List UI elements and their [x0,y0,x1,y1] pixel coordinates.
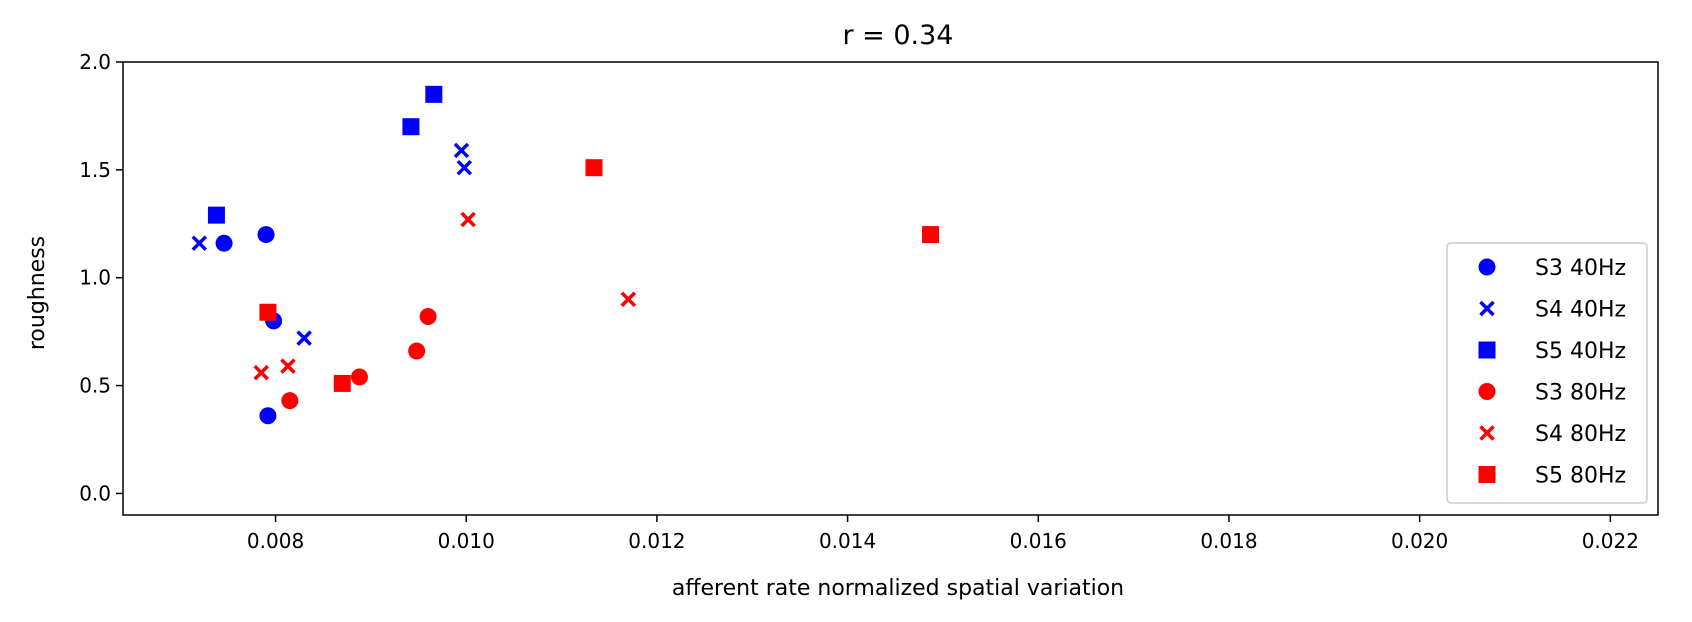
x-tick-label: 0.014 [819,529,876,553]
x-tick-label: 0.008 [247,529,304,553]
legend-label: S5 80Hz [1535,464,1626,489]
legend-label: S3 40Hz [1535,256,1626,281]
x-tick-label: 0.018 [1200,529,1257,553]
series-s4-80hz [253,211,637,381]
y-axis-label: roughness [25,236,50,350]
data-point [419,308,437,326]
x-tick-label: 0.012 [628,529,685,553]
legend-frame [1446,242,1648,504]
data-point [453,142,470,159]
series-s3-40hz [215,226,283,425]
data-point [922,226,940,244]
y-tick-label: 1.5 [79,158,111,182]
legend-entry: S4 40Hz [1479,298,1626,323]
legend-entry: S5 80Hz [1478,464,1626,489]
legend-marker [1479,300,1495,317]
legend-label: S3 80Hz [1535,381,1626,406]
x-axis-label: afferent rate normalized spatial variati… [672,576,1124,601]
legend-entry: S3 80Hz [1478,381,1626,406]
plot-area: 0.008 0.010 0.012 0.014 0.016 0.018 0.020 0.022… [79,50,1659,553]
data-point [207,206,225,224]
series-s5-40hz [207,85,443,224]
chart-title: r = 0.34 [842,20,953,51]
x-tick-label: 0.016 [1010,529,1067,553]
x-tick-label: 0.020 [1391,529,1448,553]
legend-marker [1478,258,1496,276]
data-point [280,358,296,374]
data-point [296,330,312,346]
axes-frame [122,61,1659,516]
y-tick-label: 1.0 [79,266,111,290]
data-point [585,159,603,177]
legend-label: S5 40Hz [1535,339,1626,364]
data-point [350,368,368,386]
data-point [257,226,275,244]
data-point [253,364,269,381]
x-tick-label: 0.010 [438,529,495,553]
data-point [408,342,426,360]
data-point [460,211,476,228]
legend: S3 40Hz S4 40Hz S5 40Hz S3 80Hz S4 80Hz S5 80… [1446,242,1648,504]
legend-label: S4 40Hz [1535,298,1626,323]
data-point [425,85,443,103]
legend-marker [1478,466,1496,483]
data-point [259,303,277,321]
x-tick-label: 0.022 [1582,529,1639,553]
data-point [259,407,277,425]
data-point [333,374,351,392]
legend-label: S4 80Hz [1535,422,1626,447]
data-point [456,159,473,176]
legend-entry: S4 80Hz [1479,422,1626,447]
y-tick-label: 0.5 [79,374,111,398]
data-point [402,118,420,136]
legend-marker [1478,383,1496,400]
data-point [281,392,299,410]
series-s5-80hz [259,159,940,392]
data-point [215,234,233,252]
y-tick-label: 0.0 [79,481,111,505]
data-point [191,235,208,251]
series-s3-80hz [281,308,437,410]
data-point [620,291,637,308]
legend-entry: S3 40Hz [1478,256,1626,281]
series-s4-40hz [191,142,473,346]
y-tick-label: 2.0 [79,50,111,74]
legend-entry: S5 40Hz [1478,339,1626,364]
legend-marker [1479,425,1495,441]
legend-marker [1478,341,1496,359]
